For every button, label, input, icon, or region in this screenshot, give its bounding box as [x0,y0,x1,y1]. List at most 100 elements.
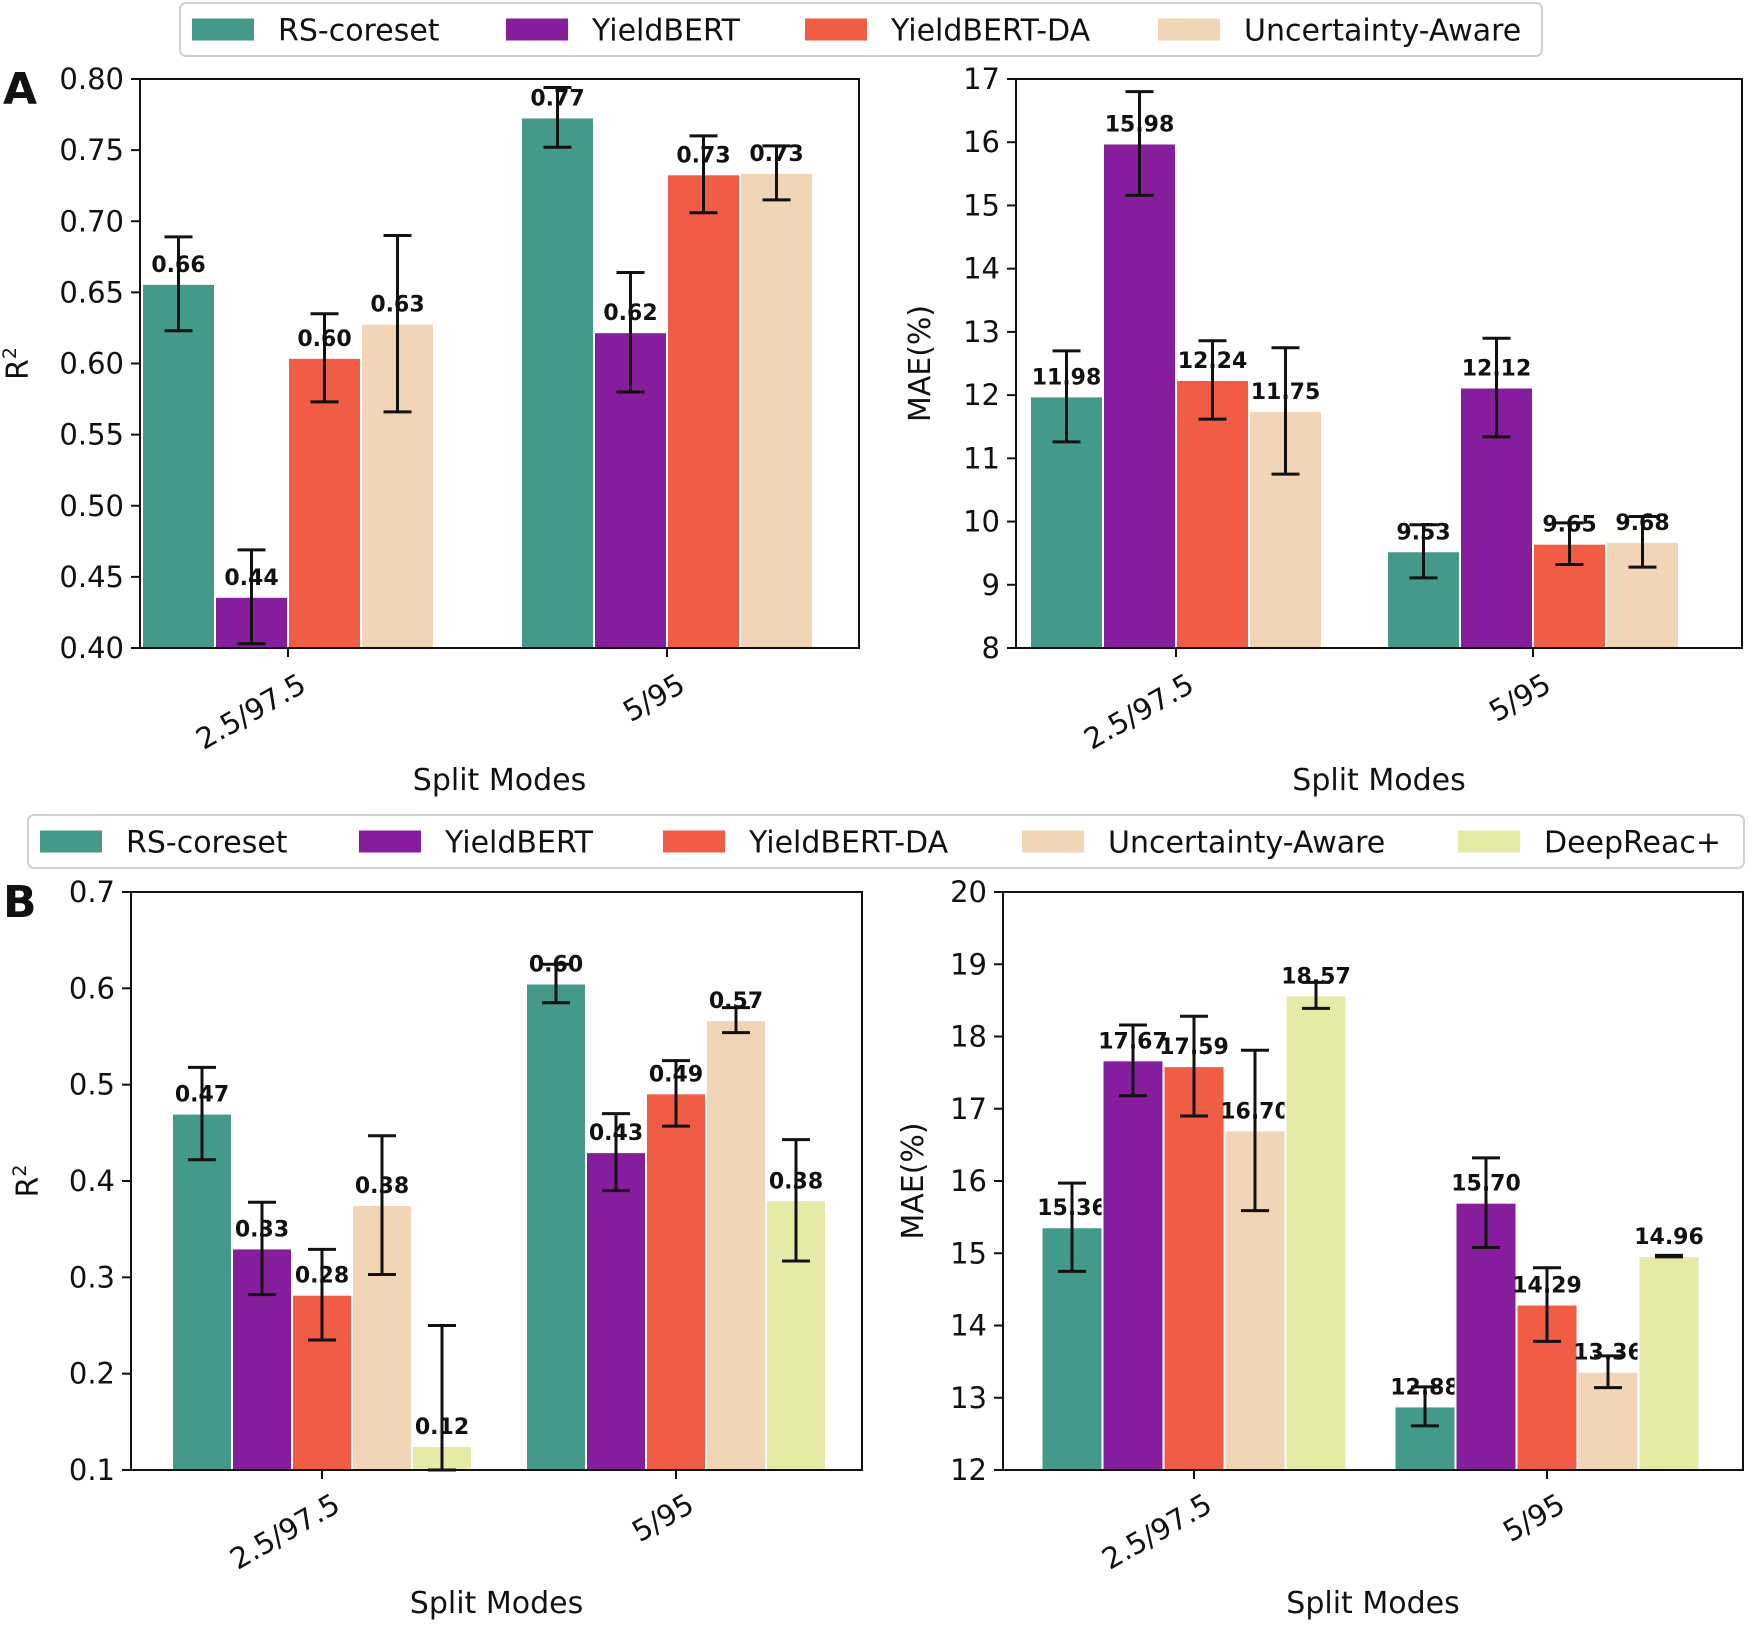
y-tick-label: 0.50 [59,489,124,523]
legend-label-uncertainty-aware: Uncertainty-Aware [1244,14,1521,49]
x-axis-title: Split Modes [1292,763,1465,798]
legend-label-uncertainty-aware: Uncertainty-Aware [1108,826,1385,861]
data-label: 0.12 [415,1415,469,1440]
y-tick-label: 18 [950,1020,987,1054]
legend-swatch-deepreac [1458,830,1520,853]
data-label: 0.66 [151,253,205,278]
data-label: 0.60 [297,327,351,352]
x-axis-title: Split Modes [413,763,586,798]
legend-bottom: RS-coreset YieldBERT YieldBERT-DA Uncertain… [27,814,1745,869]
data-label: 0.38 [355,1174,409,1199]
y-tick-label: 15 [963,188,1000,222]
data-label: 12.24 [1178,349,1248,374]
x-tick-label: 5/95 [1497,1487,1570,1549]
y-tick-label: 0.3 [69,1260,115,1294]
chart-b-mae: 12 13 14 15 16 17 18 19 20 15.36 12.88 17.67 15.70 17… [896,875,1744,1621]
legend-swatch-rs-coreset [40,830,102,853]
y-tick-label: 0.40 [59,631,124,665]
data-label: 11.98 [1032,365,1102,390]
bar-uncertainty-aware-5-95 [705,1019,767,1472]
data-label: 0.43 [589,1121,643,1146]
y-tick-label: 12 [963,378,1000,412]
data-label: 13.36 [1573,1341,1643,1366]
y-tick-label: 0.5 [69,1068,115,1102]
data-label: 0.38 [769,1169,823,1194]
data-label: 0.49 [649,1062,703,1087]
x-tick-label: 5/95 [1483,667,1556,729]
y-tick-label: 8 [982,631,1000,665]
legend-label-yieldbert: YieldBERT [444,826,594,861]
y-tick-label: 15 [950,1236,987,1270]
bar-yieldbert-5-95 [1459,386,1534,649]
legend-swatch-yieldbert [506,18,568,41]
bar-rs-coreset-2-5-97-5 [141,282,216,649]
y-tick-label: 16 [963,125,1000,159]
chart-b-r2: 0.1 0.2 0.3 0.4 0.5 0.6 0.7 0.47 0.60 0.33 0.43 0.2… [9,875,863,1621]
data-label: 14.96 [1634,1225,1704,1250]
x-tick-label: 2.5/97.5 [1096,1487,1217,1577]
y-tick-label: 13 [950,1381,987,1415]
bar-uncertainty-aware-5-95 [739,171,814,649]
bar-yieldbert-da-2-5-97-5 [1175,378,1250,649]
y-tick-label: 11 [963,441,1000,475]
y-tick-label: 0.2 [69,1357,115,1391]
bar-deepreac-2-5-97-5 [1284,994,1348,1471]
bar-yieldbert-da-5-95 [666,173,741,649]
y-tick-label: 17 [950,1092,987,1126]
legend-frame [27,814,1745,869]
legend-label-deepreac: DeepReac+ [1544,826,1721,861]
y-tick-label: 0.4 [69,1164,115,1198]
y-tick-label: 0.60 [59,347,124,381]
y-tick-label: 16 [950,1164,987,1198]
y-tick-label: 0.7 [69,875,115,909]
y-tick-label: 13 [963,315,1000,349]
data-label: 12.88 [1390,1375,1460,1400]
plot-frame [139,78,860,649]
y-axis-title: R2 [9,1165,46,1198]
data-label: 15.70 [1451,1172,1521,1197]
legend-label-yieldbert: YieldBERT [591,14,741,49]
y-tick-label: 0.70 [59,204,124,238]
y-tick-label: 9 [982,568,1000,602]
data-label: 15.36 [1037,1196,1107,1221]
legend-label-yieldbert-da: YieldBERT-DA [748,826,949,861]
bar-rs-coreset-5-95 [520,116,595,650]
y-tick-label: 0.65 [59,275,124,309]
data-label: 0.73 [676,143,730,168]
y-tick-label: 20 [950,875,987,909]
data-label: 0.33 [235,1217,289,1242]
data-label: 14.29 [1512,1274,1582,1299]
y-tick-label: 0.45 [59,560,124,594]
data-label: 9.68 [1615,511,1669,536]
data-label: 17.59 [1159,1035,1229,1060]
legend-label-rs-coreset: RS-coreset [278,14,440,49]
bar-yieldbert-2-5-97-5 [1102,142,1177,649]
data-label: 0.28 [295,1264,349,1289]
legend-swatch-yieldbert-da [663,830,725,853]
x-tick-label: 2.5/97.5 [224,1487,345,1577]
x-axis-title: Split Modes [1286,1586,1459,1621]
panel-label-b: B [3,877,37,928]
data-label: 0.73 [749,142,803,167]
legend-swatch-uncertainty-aware [1158,18,1220,41]
y-tick-label: 0.1 [69,1453,115,1487]
data-label: 9.53 [1396,520,1450,545]
x-tick-label: 5/95 [617,667,690,729]
data-label: 12.12 [1462,357,1532,382]
chart-a-r2: 0.40 0.45 0.50 0.55 0.60 0.65 0.70 0.75 0.80 0.66… [0,62,860,798]
y-tick-label: 17 [963,62,1000,96]
y-tick-label: 0.80 [59,62,124,96]
data-label: 9.65 [1542,513,1596,538]
legend-label-yieldbert-da: YieldBERT-DA [890,14,1091,49]
data-label: 0.57 [709,989,763,1014]
y-tick-label: 14 [950,1309,987,1343]
data-label: 17.67 [1098,1029,1168,1054]
y-tick-label: 14 [963,252,1000,286]
y-tick-label: 0.6 [69,971,115,1005]
y-axis-title: R2 [0,347,36,380]
legend-swatch-yieldbert-da [805,18,867,41]
plot-frame [1002,891,1744,1471]
data-label: 0.77 [530,86,584,111]
y-tick-label: 0.75 [59,133,124,167]
